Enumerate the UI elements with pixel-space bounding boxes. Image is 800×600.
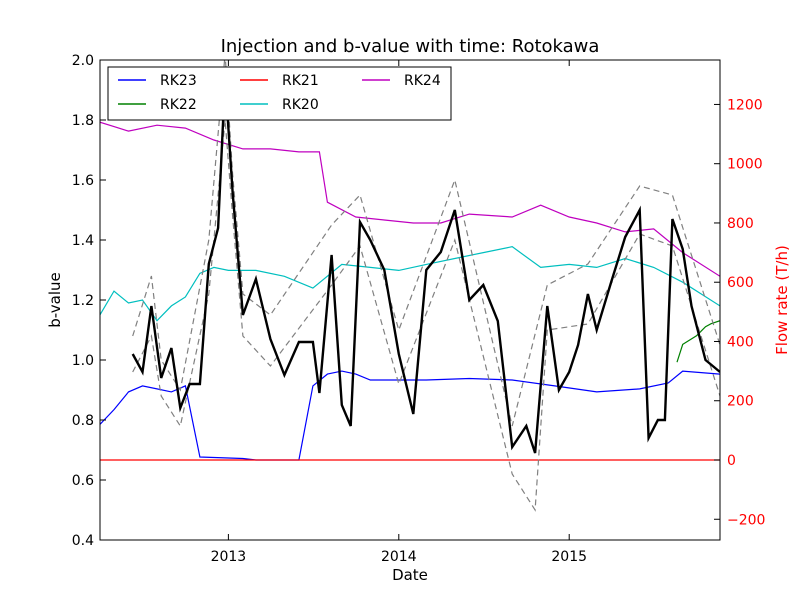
legend-label-rk21: RK21 [282,73,319,89]
legend-label-rk20: RK20 [282,97,319,113]
bvalue-upper-bound-line [132,60,720,427]
x-tick-label: 2015 [551,549,587,565]
y-right-tick-label: 1000 [727,157,763,173]
y-right-tick-label: 200 [727,394,754,410]
legend-box [107,66,452,121]
y-right-tick-label: 1200 [727,97,763,113]
series-line-rk20 [100,246,720,322]
legend-label-rk22: RK22 [160,97,197,113]
series-line-rk23 [100,370,720,461]
x-tick-label: 2014 [381,549,417,565]
y-right-tick-label: 600 [727,275,754,291]
legend-label-rk23: RK23 [160,73,197,89]
y-left-tick-label: 1.4 [72,233,94,249]
y-left-tick-label: 1.2 [72,293,94,309]
y-right-tick-label: −200 [727,512,765,528]
series-line-rk24 [100,121,720,277]
legend-label-rk24: RK24 [404,73,441,89]
plot-clip-group [100,60,720,512]
y-left-tick-label: 0.8 [72,413,94,429]
y-left-tick-label: 1.8 [72,113,94,129]
y-axis-right-label: Flow rate (T/h) [773,245,791,355]
y-right-tick-label: 800 [727,216,754,232]
chart-title: Injection and b-value with time: Rotokaw… [221,36,600,57]
y-right-tick-label: 400 [727,334,754,350]
y-left-tick-label: 2.0 [72,53,94,69]
y-left-tick-label: 0.6 [72,473,94,489]
y-left-tick-label: 0.4 [72,533,94,549]
x-axis-label: Date [392,566,428,584]
y-right-tick-label: 0 [727,453,736,469]
plot-area [100,60,720,512]
legend: RK23 RK22 RK21 RK20 RK24 [107,66,452,121]
y-axis-left-label: b-value [46,272,64,328]
bvalue-line [131,77,720,454]
x-tick-label: 2013 [211,549,247,565]
y-left-tick-label: 1.0 [72,353,94,369]
axes: 2013 2014 2015 0.4 0.6 0.8 1.0 1.2 1.4 1.6 1.8 2.0 −… [72,53,766,565]
y-left-tick-label: 1.6 [72,173,94,189]
